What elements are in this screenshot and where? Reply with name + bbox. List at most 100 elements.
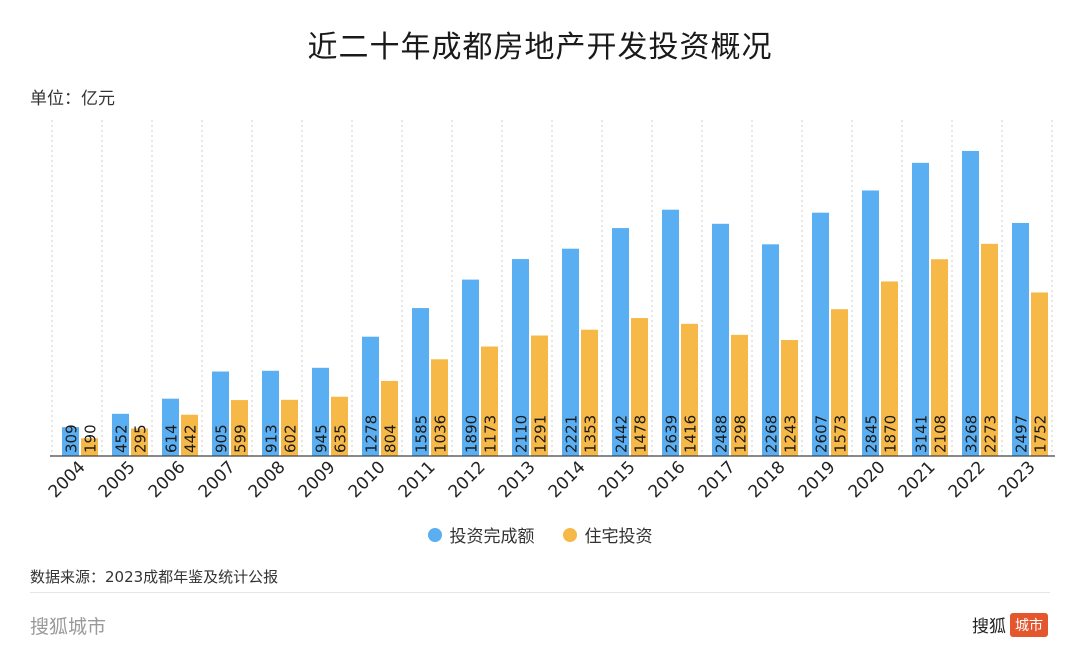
- x-tick-label: 2014: [545, 457, 590, 502]
- bar-investment: [462, 279, 479, 456]
- data-label: 2488: [713, 415, 731, 453]
- footer-divider: [30, 592, 1050, 593]
- data-label: 905: [213, 424, 231, 453]
- data-label: 2497: [1013, 415, 1031, 453]
- x-tick-label: 2012: [445, 457, 490, 502]
- bar-investment: [1012, 222, 1029, 456]
- bar-residential: [881, 281, 898, 456]
- bar-residential: [81, 438, 98, 456]
- legend-dot-residential: [562, 527, 577, 542]
- data-label: 2273: [982, 415, 1000, 453]
- data-label: 1353: [582, 415, 600, 453]
- data-label: 3141: [913, 415, 931, 453]
- bar-residential: [681, 323, 698, 456]
- bar-investment: [762, 244, 779, 456]
- bar-residential: [981, 243, 998, 456]
- x-tick-label: 2006: [145, 457, 190, 502]
- data-label: 1585: [413, 415, 431, 453]
- bar-investment: [862, 190, 879, 456]
- x-tick-label: 2020: [845, 457, 890, 502]
- legend-dot-investment: [427, 527, 442, 542]
- x-tick-label: 2016: [645, 457, 690, 502]
- data-label: 1173: [482, 415, 500, 453]
- bar-investment: [912, 162, 929, 456]
- bar-residential: [581, 329, 598, 456]
- data-label: 1870: [882, 415, 900, 453]
- data-label: 2268: [763, 415, 781, 453]
- bar-investment: [512, 259, 529, 456]
- data-label: 3268: [963, 415, 981, 453]
- data-label: 2108: [932, 415, 950, 453]
- data-label: 804: [382, 424, 400, 453]
- bar-investment: [712, 223, 729, 456]
- x-tick-label: 2009: [295, 457, 340, 502]
- data-label: 1036: [432, 415, 450, 453]
- bar-investment: [212, 371, 229, 456]
- data-label: 2607: [813, 415, 831, 453]
- data-label: 1573: [832, 415, 850, 453]
- data-label: 190: [82, 424, 100, 453]
- bar-residential: [231, 400, 248, 456]
- bar-residential: [631, 318, 648, 456]
- legend-item-investment[interactable]: 投资完成额: [427, 522, 535, 547]
- bar-residential: [381, 380, 398, 456]
- data-label: 442: [182, 424, 200, 453]
- data-label: 1416: [682, 415, 700, 453]
- data-label: 945: [313, 424, 331, 453]
- x-tick-label: 2013: [495, 457, 540, 502]
- bar-residential: [281, 399, 298, 456]
- bar-investment: [312, 367, 329, 456]
- chart-title: 近二十年成都房地产开发投资概况: [307, 30, 773, 65]
- bar-residential: [931, 259, 948, 456]
- legend-item-residential[interactable]: 住宅投资: [562, 522, 653, 547]
- legend-label-residential: 住宅投资: [584, 527, 653, 547]
- bar-residential: [481, 346, 498, 456]
- data-source: 数据来源：2023成都年鉴及统计公报: [30, 568, 279, 586]
- data-label: 614: [163, 424, 181, 453]
- data-label: 1298: [732, 415, 750, 453]
- x-tick-label: 2015: [595, 457, 640, 502]
- data-label: 309: [63, 424, 81, 453]
- legend: 投资完成额 住宅投资: [0, 522, 1080, 547]
- bar-investment: [662, 209, 679, 456]
- x-tick-label: 2022: [945, 457, 990, 502]
- bar-investment: [112, 413, 129, 456]
- bar-residential: [431, 359, 448, 456]
- data-label: 1243: [782, 415, 800, 453]
- brand-watermark: 搜狐城市: [30, 616, 107, 638]
- data-label: 1291: [532, 415, 550, 453]
- bar-investment: [62, 427, 79, 456]
- data-label: 2442: [613, 415, 631, 453]
- brand-logo-text: 搜狐: [972, 617, 1006, 637]
- bar-investment: [812, 212, 829, 456]
- data-label: 635: [332, 424, 350, 453]
- bar-residential: [731, 334, 748, 456]
- data-label: 602: [282, 424, 300, 453]
- x-tick-label: 2021: [895, 457, 940, 502]
- x-tick-label: 2018: [745, 457, 790, 502]
- bar-chart: 309 190 2004 452 295 2005 614 442 2006 905 599 2007…: [45, 120, 1055, 502]
- bar-residential: [831, 309, 848, 456]
- data-label: 295: [132, 424, 150, 453]
- data-label: 599: [232, 424, 250, 453]
- bar-investment: [262, 370, 279, 456]
- bar-investment: [162, 398, 179, 456]
- x-tick-label: 2007: [195, 457, 240, 502]
- data-label: 2110: [513, 415, 531, 453]
- bar-residential: [781, 339, 798, 456]
- data-label: 2221: [563, 415, 581, 453]
- bar-investment: [412, 308, 429, 456]
- data-label: 913: [263, 424, 281, 453]
- bar-residential: [331, 396, 348, 456]
- bar-investment: [962, 150, 979, 456]
- x-tick-label: 2004: [45, 457, 90, 502]
- data-label: 452: [113, 424, 131, 453]
- x-tick-label: 2019: [795, 457, 840, 502]
- x-tick-label: 2008: [245, 457, 290, 502]
- legend-label-investment: 投资完成额: [449, 527, 535, 547]
- x-tick-label: 2011: [395, 457, 440, 502]
- data-label: 1890: [463, 415, 481, 453]
- bar-residential: [181, 414, 198, 456]
- bar-residential: [1031, 292, 1048, 456]
- bar-investment: [562, 248, 579, 456]
